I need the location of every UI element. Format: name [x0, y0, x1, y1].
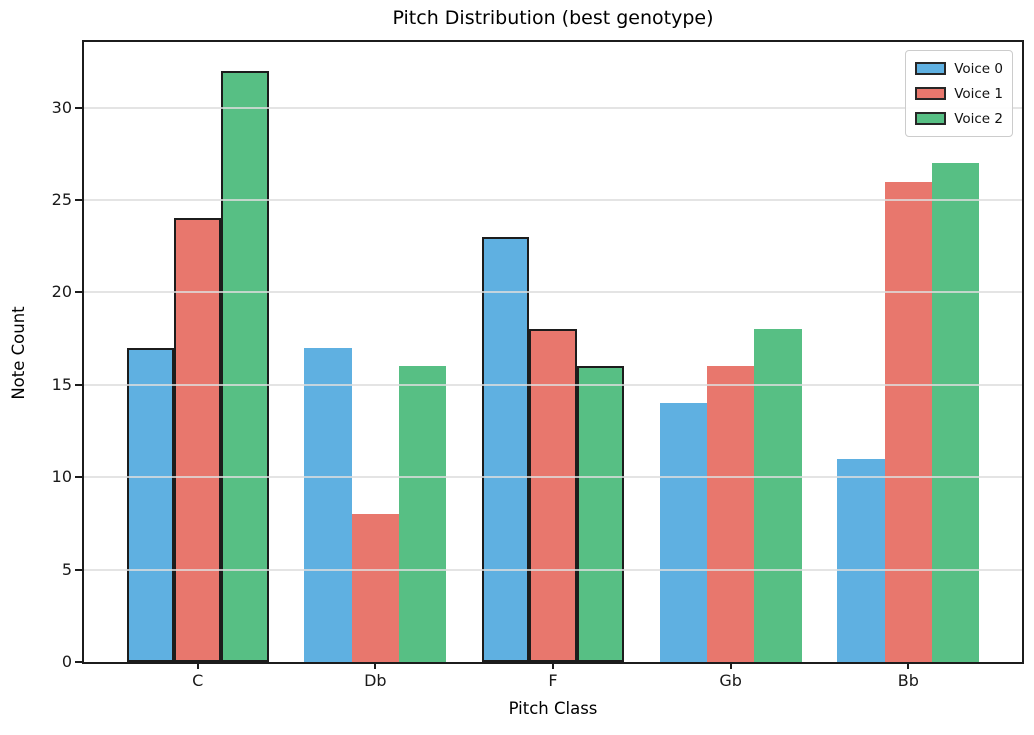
legend-swatch-voice-1 — [915, 87, 947, 100]
y-tick-mark-25 — [75, 199, 82, 201]
x-tick-mark-bb — [907, 662, 910, 669]
bar-voice-0-bb — [837, 458, 885, 662]
bar-voice-0-gb — [659, 403, 707, 662]
bar-voice-1-db — [351, 514, 400, 662]
y-tick-mark-20 — [75, 291, 82, 294]
y-tick-mark-5 — [75, 568, 82, 571]
legend-entry-voice-1: Voice 1 — [915, 83, 1003, 104]
x-tick-mark-db — [374, 662, 377, 669]
x-axis-label: Pitch Class — [508, 699, 598, 718]
plot-area: Voice 0 Voice 1 Voice 2 — [82, 40, 1024, 664]
y-tick-mark-30 — [75, 106, 82, 109]
y-tick-mark-10 — [75, 476, 82, 479]
gridline-15 — [84, 383, 1022, 386]
legend-label-voice-0: Voice 0 — [954, 60, 1003, 77]
legend-entry-voice-2: Voice 2 — [915, 108, 1003, 129]
y-tick-label-20: 20 — [51, 282, 72, 302]
gridline-30 — [84, 106, 1022, 109]
legend: Voice 0 Voice 1 Voice 2 — [905, 50, 1013, 137]
legend-label-voice-2: Voice 2 — [954, 110, 1003, 127]
y-tick-mark-15 — [75, 383, 82, 386]
y-tick-label-10: 10 — [51, 467, 72, 487]
y-tick-label-0: 0 — [61, 652, 72, 671]
y-tick-label-30: 30 — [51, 97, 72, 117]
gridline-25 — [84, 199, 1022, 201]
y-tick-label-15: 15 — [51, 374, 72, 394]
x-tick-label-bb: Bb — [897, 671, 919, 690]
x-tick-label-db: Db — [364, 671, 387, 690]
bar-voice-2-bb — [931, 163, 980, 662]
legend-swatch-voice-0 — [915, 62, 947, 75]
x-tick-mark-c — [196, 662, 199, 669]
bar-voice-1-bb — [884, 181, 932, 662]
bar-voice-1-f — [529, 329, 577, 662]
gridline-10 — [84, 476, 1022, 479]
legend-entry-voice-0: Voice 0 — [915, 58, 1003, 79]
legend-swatch-voice-2 — [915, 112, 947, 125]
bar-voice-0-db — [304, 347, 352, 662]
y-tick-mark-0 — [75, 661, 82, 663]
bar-voice-2-db — [399, 366, 447, 662]
bar-voice-1-c — [174, 218, 222, 662]
x-tick-label-c: C — [192, 671, 204, 690]
gridline-5 — [84, 568, 1022, 571]
x-tick-label-gb: Gb — [719, 671, 742, 690]
y-tick-label-25: 25 — [51, 190, 72, 209]
chart-title: Pitch Distribution (best genotype) — [392, 7, 714, 29]
gridline-20 — [84, 291, 1022, 294]
x-tick-mark-gb — [729, 662, 732, 669]
x-tick-mark-f — [552, 662, 554, 669]
bar-voice-2-gb — [754, 329, 802, 662]
y-tick-label-5: 5 — [61, 559, 72, 579]
bar-voice-1-gb — [706, 366, 755, 662]
x-tick-label-f: F — [548, 671, 558, 690]
legend-label-voice-1: Voice 1 — [954, 85, 1003, 102]
bar-voice-2-c — [221, 70, 269, 662]
bar-voice-2-f — [576, 366, 625, 662]
bar-voice-0-c — [126, 347, 174, 662]
bar-voice-0-f — [481, 236, 530, 662]
